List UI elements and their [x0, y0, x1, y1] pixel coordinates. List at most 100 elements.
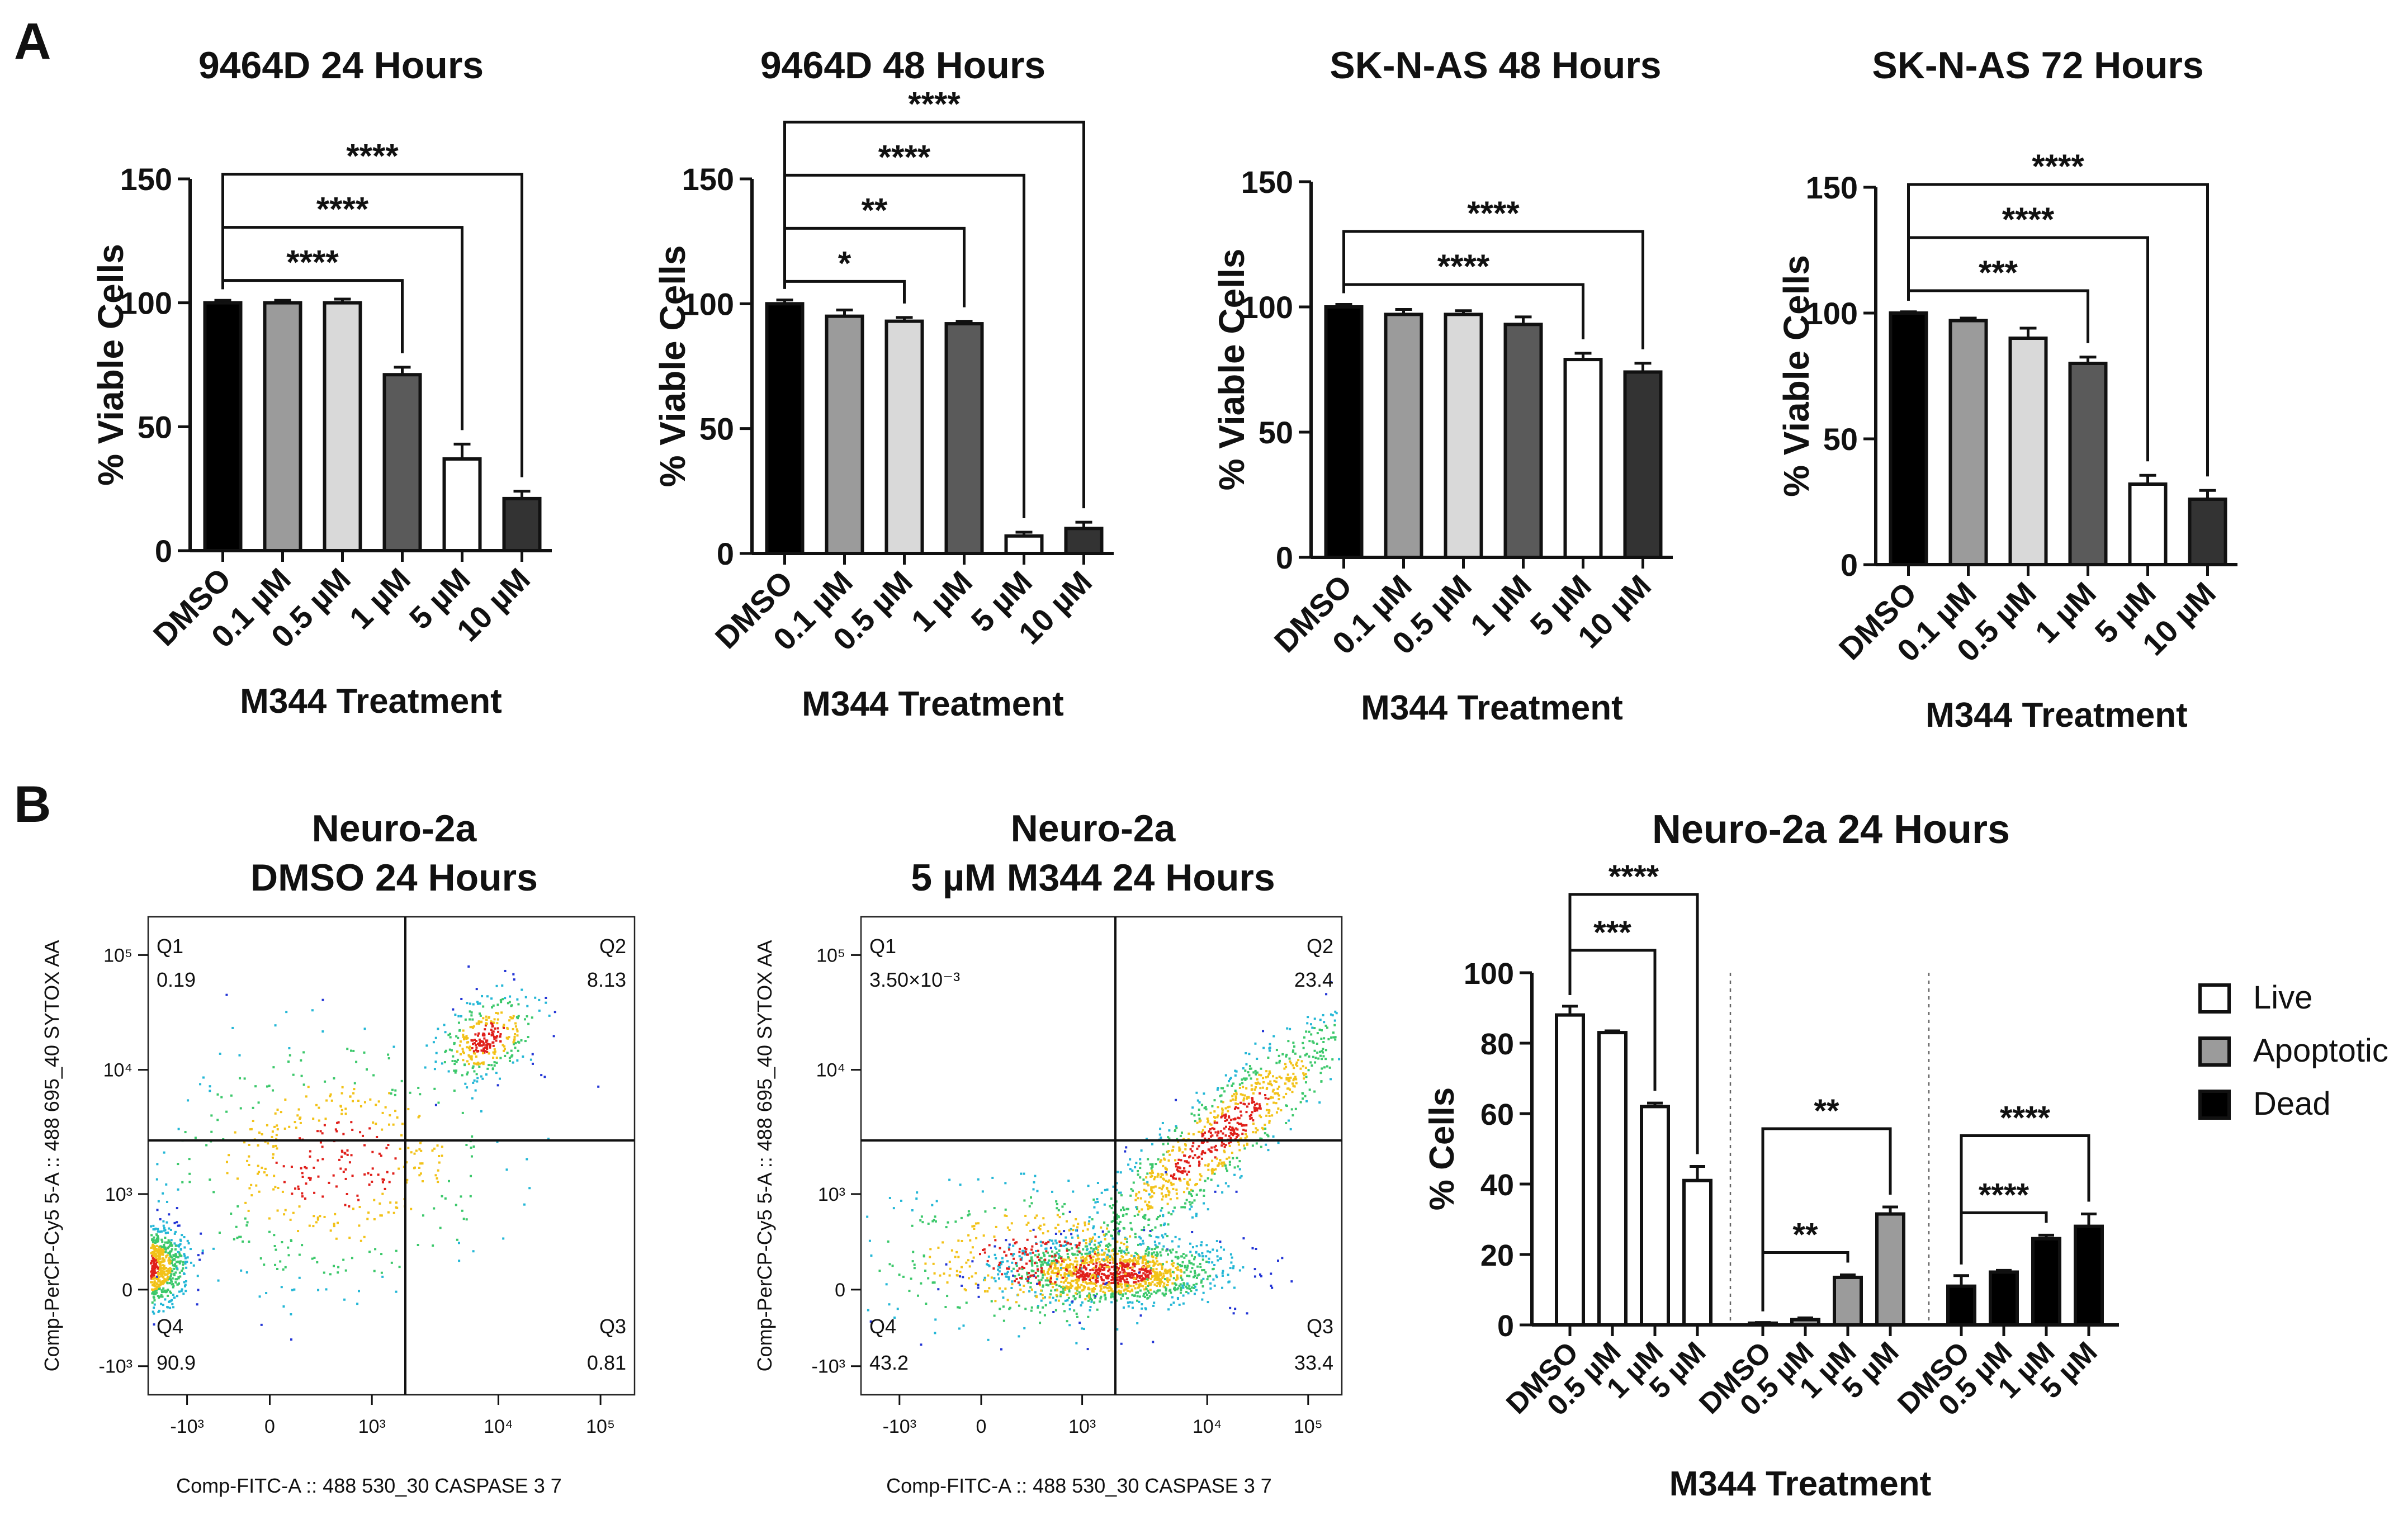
event-dot — [997, 1268, 1000, 1271]
event-dot — [1217, 1114, 1219, 1117]
event-dot — [974, 1222, 977, 1225]
event-dot — [939, 1274, 942, 1277]
event-dot — [493, 1048, 496, 1051]
event-dot — [1005, 1239, 1007, 1242]
event-dot — [1180, 1286, 1182, 1289]
event-dot — [1066, 1247, 1068, 1250]
event-dot — [1167, 1253, 1170, 1256]
event-dot — [324, 1118, 327, 1120]
event-dot — [1008, 1229, 1011, 1232]
event-dot — [467, 1054, 470, 1057]
event-dot — [1155, 1246, 1158, 1249]
significance-label: *** — [1979, 254, 2018, 291]
event-dot — [1178, 1146, 1181, 1149]
event-dot — [1162, 1263, 1165, 1266]
event-dot — [365, 1068, 368, 1071]
event-dot — [369, 1098, 372, 1101]
event-dot — [513, 1043, 515, 1045]
event-dot — [417, 1116, 420, 1119]
event-dot — [1117, 1232, 1120, 1234]
event-dot — [1086, 1282, 1089, 1285]
event-dot — [1083, 1265, 1086, 1267]
event-dot — [1085, 1277, 1087, 1280]
event-dot — [1204, 1131, 1207, 1134]
event-dot — [433, 1207, 436, 1210]
event-dot — [1238, 1123, 1241, 1125]
event-dot — [1103, 1233, 1105, 1236]
event-dot — [183, 1285, 186, 1287]
event-dot — [1184, 1202, 1187, 1205]
event-dot — [1165, 1167, 1168, 1170]
event-dot — [919, 1219, 922, 1222]
event-dot — [999, 1308, 1001, 1310]
event-dot — [1004, 1208, 1007, 1211]
event-dot — [352, 1100, 354, 1102]
event-dot — [1053, 1253, 1056, 1256]
event-dot — [1096, 1272, 1099, 1275]
event-dot — [1149, 1235, 1152, 1238]
event-dot — [1288, 1057, 1291, 1060]
event-dot — [184, 1290, 187, 1293]
quadrant-value: 33.4 — [1294, 1351, 1333, 1374]
event-dot — [1035, 1214, 1038, 1217]
event-dot — [1134, 1281, 1137, 1284]
event-dot — [888, 1196, 891, 1199]
event-dot — [414, 1166, 417, 1169]
event-dot — [1018, 1251, 1021, 1253]
event-dot — [1222, 1143, 1225, 1145]
event-dot — [150, 1260, 153, 1262]
event-dot — [1109, 1286, 1111, 1289]
event-dot — [1116, 1241, 1119, 1243]
event-dot — [1100, 1191, 1103, 1194]
event-dot — [1262, 1047, 1265, 1049]
event-dot — [1144, 1275, 1147, 1278]
event-dot — [529, 1058, 532, 1061]
event-dot — [1143, 1214, 1146, 1217]
event-dot — [1123, 1227, 1125, 1230]
event-dot — [1103, 1264, 1106, 1267]
event-dot — [225, 1110, 228, 1113]
event-dot — [438, 1161, 441, 1164]
event-dot — [480, 1075, 482, 1078]
event-dot — [171, 1270, 174, 1272]
event-dot — [245, 1224, 248, 1227]
event-dot — [1208, 1138, 1210, 1140]
event-dot — [1195, 1213, 1198, 1215]
event-dot — [291, 1289, 294, 1291]
event-dot — [1158, 1271, 1161, 1274]
event-dot — [171, 1277, 174, 1280]
event-dot — [155, 1263, 158, 1266]
event-dot — [1193, 1284, 1195, 1286]
event-dot — [184, 1257, 187, 1260]
event-dot — [1055, 1294, 1058, 1297]
event-dot — [1201, 1252, 1204, 1254]
event-dot — [1014, 1262, 1017, 1265]
event-dot — [1072, 1272, 1075, 1275]
event-dot — [1082, 1229, 1085, 1232]
event-dot — [1155, 1272, 1157, 1275]
event-dot — [466, 1046, 469, 1049]
event-dot — [158, 1268, 160, 1271]
event-dot — [186, 1261, 188, 1263]
event-dot — [1213, 1099, 1216, 1102]
event-dot — [1151, 1143, 1154, 1145]
event-dot — [481, 1040, 484, 1043]
event-dot — [1012, 1244, 1015, 1247]
event-dot — [1044, 1304, 1047, 1306]
event-dot — [1267, 1073, 1270, 1076]
event-dot — [1039, 1284, 1042, 1286]
event-dot — [1026, 1253, 1029, 1256]
y-tick-label: 0 — [717, 536, 734, 571]
event-dot — [1332, 1031, 1335, 1034]
event-dot — [371, 1180, 373, 1183]
event-dot — [1252, 1071, 1255, 1074]
event-dot — [495, 1062, 498, 1064]
event-dot — [1290, 1108, 1293, 1111]
event-dot — [916, 1191, 919, 1194]
event-dot — [1255, 1248, 1257, 1251]
event-dot — [1044, 1242, 1047, 1245]
event-dot — [1213, 1120, 1216, 1123]
event-dot — [1307, 1069, 1310, 1072]
event-dot — [1012, 1267, 1015, 1270]
